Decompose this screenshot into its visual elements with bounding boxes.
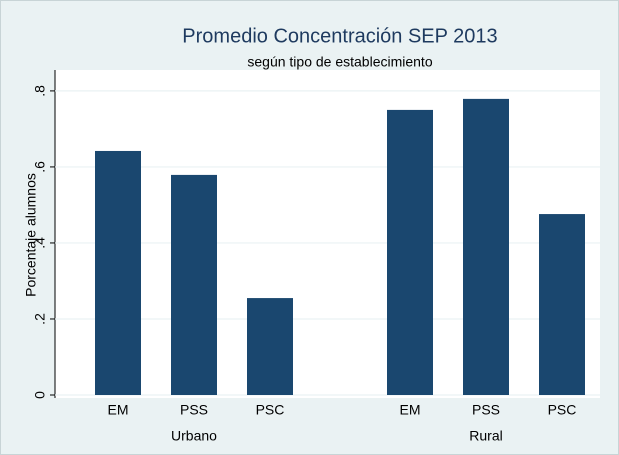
bar	[171, 174, 217, 395]
y-tick-label: 0	[32, 391, 48, 399]
y-tick-label: .6	[32, 161, 48, 173]
bar	[95, 150, 141, 395]
x-tick-label: PSC	[548, 402, 577, 418]
x-tick-label: EM	[400, 402, 421, 418]
plot-area	[55, 70, 600, 398]
y-tick-label: .2	[32, 313, 48, 325]
y-tick-label: .4	[32, 237, 48, 249]
bar	[539, 214, 585, 395]
bar	[387, 109, 433, 395]
bar	[463, 98, 509, 395]
y-tick-label: .8	[32, 85, 48, 97]
x-tick-label: PSS	[180, 402, 208, 418]
x-tick-label: EM	[108, 402, 129, 418]
chart-title: Promedio Concentración SEP 2013	[182, 25, 497, 47]
group-label: Rural	[469, 428, 502, 444]
x-tick-label: PSS	[472, 402, 500, 418]
chart-subtitle: según tipo de establecimiento	[247, 54, 432, 70]
bar	[247, 298, 293, 395]
y-axis-label: Porcentaje alumnos	[23, 173, 39, 297]
x-tick-label: PSC	[256, 402, 285, 418]
group-label: Urbano	[171, 428, 217, 444]
